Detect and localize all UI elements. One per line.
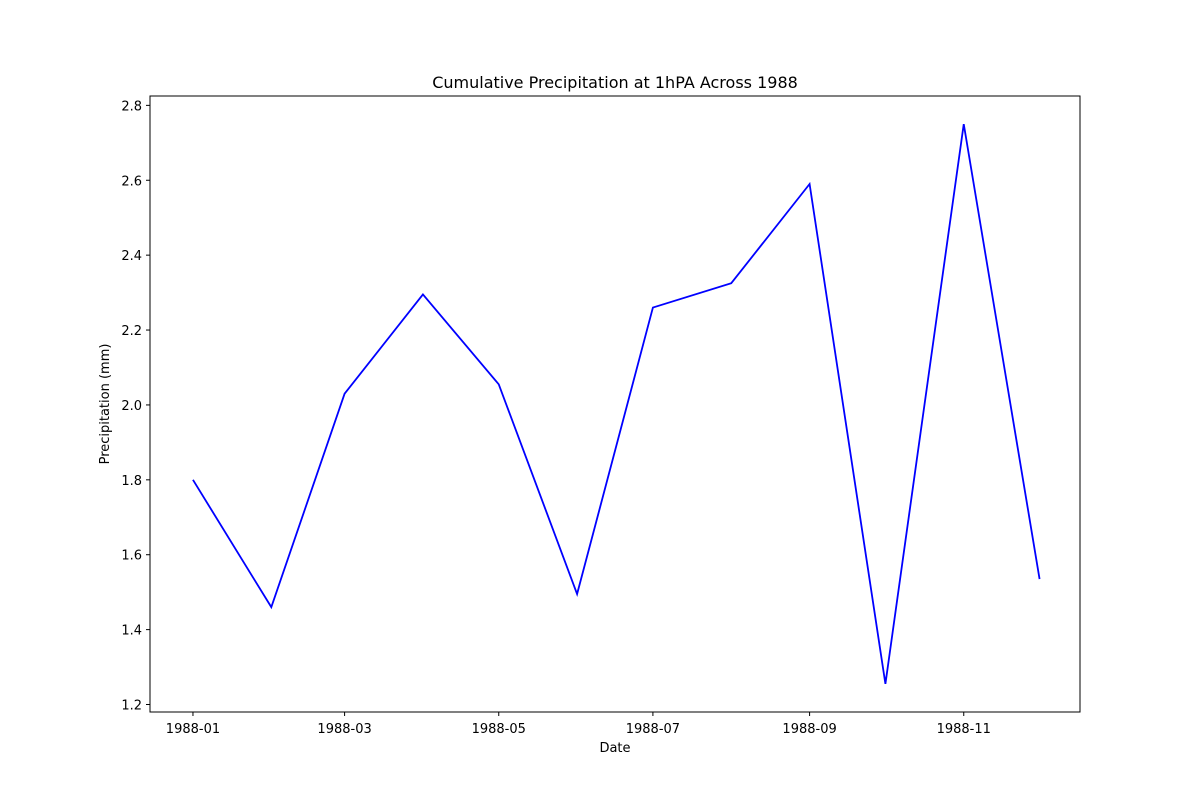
y-tick-label: 2.4 — [121, 249, 142, 264]
y-tick-label: 1.4 — [121, 624, 142, 639]
chart-title: Cumulative Precipitation at 1hPA Across … — [432, 73, 798, 92]
y-axis-label: Precipitation (mm) — [98, 344, 113, 465]
x-tick-label: 1988-09 — [782, 722, 836, 737]
x-tick-label: 1988-11 — [937, 722, 991, 737]
x-tick-label: 1988-05 — [472, 722, 526, 737]
x-tick-label: 1988-01 — [166, 722, 220, 737]
y-tick-label: 2.8 — [121, 99, 142, 114]
x-axis-label: Date — [599, 741, 630, 756]
y-tick-label: 1.2 — [121, 699, 142, 714]
axes-frame — [149, 95, 1081, 713]
y-tick-label: 1.6 — [121, 549, 142, 564]
y-tick-label: 2.0 — [121, 399, 142, 414]
x-tick-label: 1988-07 — [626, 722, 680, 737]
x-tick-label: 1988-03 — [317, 722, 371, 737]
series-line — [192, 123, 1041, 685]
y-tick-label: 1.8 — [121, 474, 142, 489]
y-tick-label: 2.2 — [121, 324, 142, 339]
plot-area: 1.2 1.4 1.6 1.8 2.0 2.2 2.4 2.6 2.8 1988-01 1988-0… — [121, 99, 1041, 737]
y-tick-label: 2.6 — [121, 174, 142, 189]
